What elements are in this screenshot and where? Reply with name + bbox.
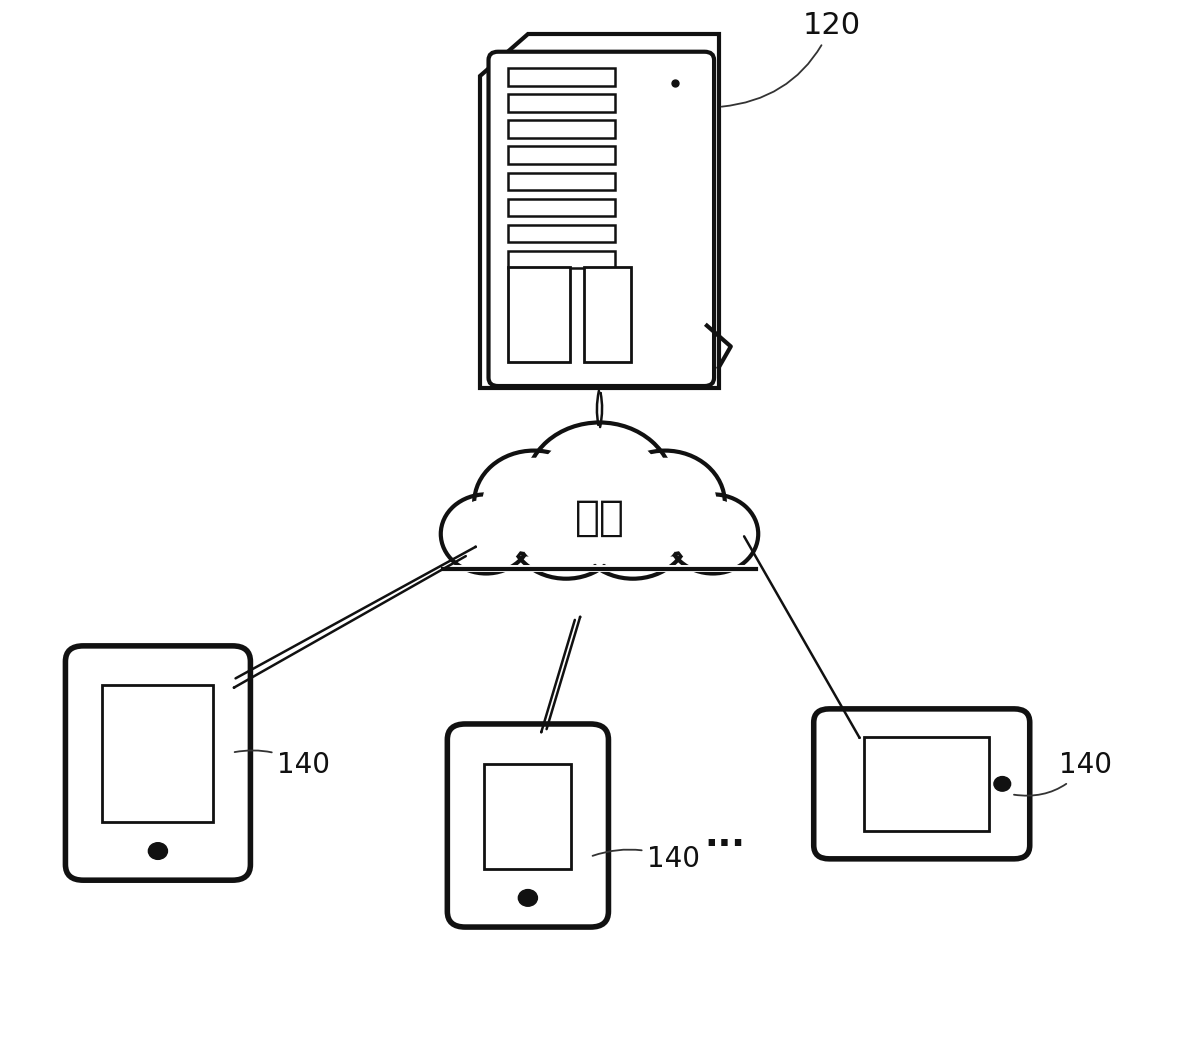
Bar [484, 763, 572, 869]
Circle shape [149, 843, 168, 860]
Circle shape [483, 459, 585, 547]
Circle shape [518, 890, 537, 907]
Bar [584, 267, 632, 362]
Text: 140: 140 [1014, 752, 1111, 796]
Bar [507, 250, 615, 268]
Bar [102, 686, 213, 822]
Circle shape [447, 500, 525, 567]
Bar [507, 68, 615, 86]
Bar [442, 520, 757, 571]
Text: 140: 140 [592, 845, 700, 873]
PathPatch shape [480, 34, 719, 388]
Circle shape [576, 478, 691, 579]
Circle shape [474, 450, 594, 555]
Text: 140: 140 [235, 751, 330, 779]
Circle shape [525, 423, 674, 552]
Circle shape [537, 432, 662, 542]
Circle shape [584, 486, 681, 572]
Text: 网络: 网络 [574, 497, 625, 539]
Bar [507, 173, 615, 191]
Bar [507, 225, 615, 242]
FancyBboxPatch shape [488, 51, 715, 386]
FancyBboxPatch shape [814, 709, 1030, 859]
Bar [863, 737, 989, 830]
Bar [507, 267, 570, 362]
Circle shape [441, 494, 531, 574]
FancyBboxPatch shape [447, 723, 608, 927]
Circle shape [605, 450, 725, 555]
Bar [507, 120, 615, 138]
Circle shape [508, 478, 623, 579]
Bar [507, 94, 615, 112]
Text: ...: ... [704, 819, 746, 853]
Text: 120: 120 [722, 12, 861, 107]
Circle shape [674, 500, 752, 567]
Circle shape [994, 777, 1011, 792]
Bar [507, 147, 615, 164]
Circle shape [518, 486, 615, 572]
Bar [507, 199, 615, 217]
FancyBboxPatch shape [66, 646, 251, 881]
Circle shape [614, 459, 716, 547]
Circle shape [668, 494, 758, 574]
